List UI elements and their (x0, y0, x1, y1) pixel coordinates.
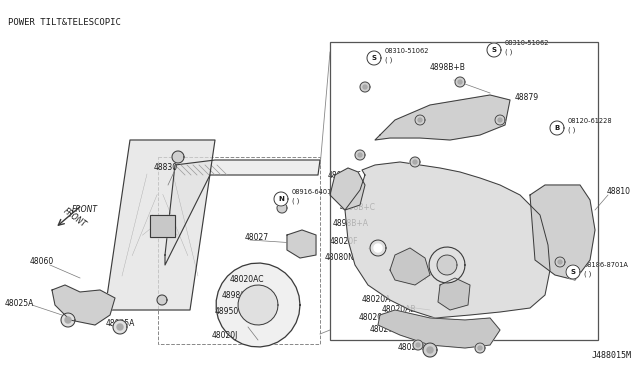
Polygon shape (65, 317, 71, 323)
Polygon shape (429, 247, 465, 283)
Text: B: B (554, 125, 559, 131)
Polygon shape (427, 347, 433, 353)
Text: 48020AF: 48020AF (328, 170, 362, 180)
Text: 48020A: 48020A (362, 295, 392, 304)
Polygon shape (558, 260, 562, 264)
Text: 4898B+A: 4898B+A (333, 219, 369, 228)
Polygon shape (423, 343, 437, 357)
Text: 48830: 48830 (154, 164, 178, 173)
Bar (150, 215, 175, 237)
Polygon shape (566, 265, 580, 279)
Text: ( ): ( ) (505, 48, 513, 55)
Polygon shape (117, 324, 123, 330)
Text: 08186-8701A: 08186-8701A (584, 262, 629, 268)
Polygon shape (363, 85, 367, 89)
Text: 48025A: 48025A (5, 298, 35, 308)
Polygon shape (370, 240, 386, 256)
Polygon shape (418, 118, 422, 122)
Text: FRONT: FRONT (62, 206, 88, 230)
Polygon shape (367, 51, 381, 65)
Text: 08916-6401A: 08916-6401A (292, 189, 337, 195)
Polygon shape (355, 150, 365, 160)
Polygon shape (172, 151, 184, 163)
Polygon shape (358, 153, 362, 157)
Polygon shape (375, 95, 510, 140)
Text: 48020F: 48020F (359, 314, 387, 323)
Text: 48020AC: 48020AC (230, 276, 264, 285)
Polygon shape (413, 340, 423, 350)
Text: 48060: 48060 (30, 257, 54, 266)
Polygon shape (495, 115, 505, 125)
Text: 48025A: 48025A (106, 318, 134, 327)
Polygon shape (165, 160, 320, 265)
Polygon shape (52, 285, 115, 325)
Polygon shape (487, 43, 501, 57)
Polygon shape (360, 82, 370, 92)
Text: 48988: 48988 (398, 317, 422, 326)
Text: S: S (570, 269, 575, 275)
Polygon shape (105, 140, 215, 310)
Polygon shape (378, 310, 500, 348)
Polygon shape (330, 168, 365, 210)
Text: 4898B+C: 4898B+C (340, 202, 376, 212)
Polygon shape (498, 118, 502, 122)
Polygon shape (478, 346, 482, 350)
Bar (330, 42, 598, 340)
Polygon shape (550, 121, 564, 135)
Polygon shape (415, 115, 425, 125)
Polygon shape (277, 203, 287, 213)
Polygon shape (390, 248, 430, 285)
Polygon shape (345, 162, 550, 318)
Text: 08310-51062: 08310-51062 (385, 48, 429, 54)
Text: 48020F: 48020F (330, 237, 358, 247)
Polygon shape (438, 278, 470, 310)
Text: 48950M: 48950M (215, 307, 246, 315)
Text: 48027: 48027 (245, 234, 269, 243)
Polygon shape (458, 80, 462, 84)
Polygon shape (475, 343, 485, 353)
Polygon shape (216, 263, 300, 347)
Text: 48020BA: 48020BA (397, 343, 432, 353)
Polygon shape (416, 343, 420, 347)
Bar (150, 215, 175, 237)
Bar (158, 157, 320, 344)
Text: 48020AB: 48020AB (370, 326, 404, 334)
Text: ( ): ( ) (568, 126, 575, 133)
Text: 08310-51062: 08310-51062 (505, 40, 550, 46)
Polygon shape (157, 295, 167, 305)
Polygon shape (437, 255, 457, 275)
Polygon shape (555, 257, 565, 267)
Text: N: N (278, 196, 284, 202)
Polygon shape (410, 157, 420, 167)
Polygon shape (274, 192, 288, 206)
Text: ( ): ( ) (292, 198, 300, 204)
Polygon shape (287, 230, 316, 258)
Polygon shape (455, 77, 465, 87)
Text: ( ): ( ) (584, 270, 591, 277)
Text: 48879: 48879 (515, 93, 539, 102)
Text: ( ): ( ) (385, 57, 392, 63)
Text: 48980: 48980 (222, 291, 246, 299)
Text: FRONT: FRONT (72, 205, 98, 215)
Polygon shape (113, 320, 127, 334)
Text: S: S (492, 47, 497, 53)
Text: 48021Q: 48021Q (398, 272, 428, 280)
Text: 48020AB: 48020AB (382, 305, 417, 314)
Text: 08120-61228: 08120-61228 (568, 118, 612, 124)
Polygon shape (238, 285, 278, 325)
Text: 48080N: 48080N (325, 253, 355, 263)
Text: S: S (371, 55, 376, 61)
Polygon shape (530, 185, 595, 280)
Polygon shape (61, 313, 75, 327)
Text: 48810: 48810 (607, 187, 631, 196)
Text: J488015M: J488015M (592, 351, 632, 360)
Polygon shape (413, 160, 417, 164)
Text: 4898B+B: 4898B+B (430, 64, 466, 73)
Text: 48020J: 48020J (212, 330, 238, 340)
Polygon shape (374, 244, 382, 252)
Text: POWER TILT&TELESCOPIC: POWER TILT&TELESCOPIC (8, 18, 121, 27)
